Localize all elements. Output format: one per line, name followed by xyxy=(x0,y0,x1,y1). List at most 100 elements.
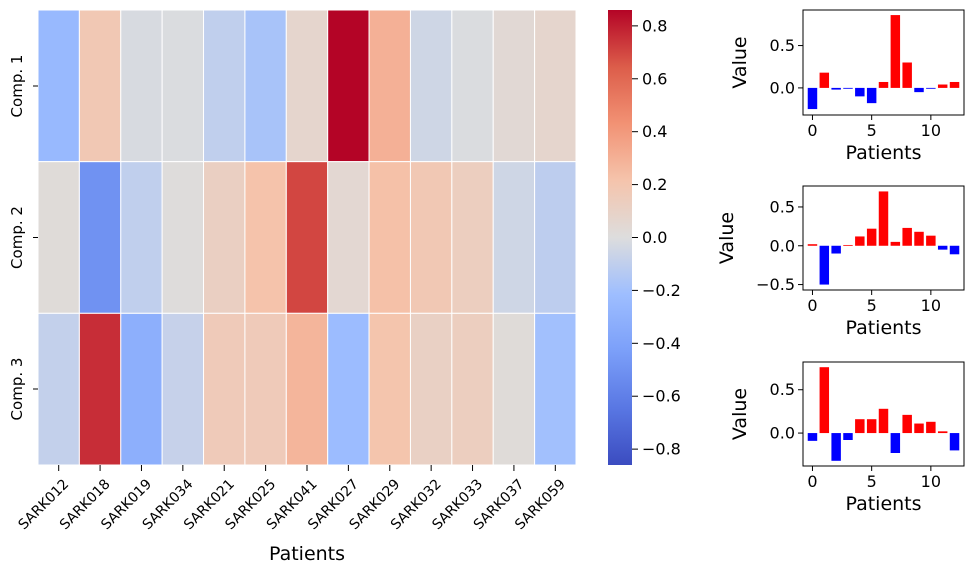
bar xyxy=(807,433,818,441)
colorbar-gradient xyxy=(608,10,632,465)
heatmap-cell xyxy=(161,9,205,163)
colorbar-tick-label: −0.2 xyxy=(642,281,681,300)
bar xyxy=(937,431,948,434)
heatmap-cell xyxy=(409,312,453,466)
bar xyxy=(902,227,912,246)
heatmap-cell xyxy=(78,9,122,163)
heatmap-cell xyxy=(78,312,122,466)
heatmap-cell xyxy=(203,161,246,314)
heatmap-cell xyxy=(285,9,329,163)
bar xyxy=(890,433,901,453)
bar xyxy=(866,419,877,434)
bar xyxy=(890,15,901,88)
heatmap-cell xyxy=(409,161,453,314)
heatmap-cell xyxy=(327,9,370,163)
bar xyxy=(843,244,853,246)
bar xyxy=(878,408,889,434)
x-tick-label: 10 xyxy=(921,121,941,140)
row-label-1: Comp. 1 xyxy=(8,55,26,118)
bar xyxy=(855,236,865,246)
colorbar-tick-label: 0.0 xyxy=(642,228,667,247)
bar xyxy=(855,87,865,97)
bar xyxy=(914,231,924,246)
heatmap-cell xyxy=(327,161,370,314)
y-axis-label: Value xyxy=(716,212,738,264)
y-tick-label: −0.5 xyxy=(756,275,795,294)
colorbar-tick-label: −0.4 xyxy=(642,334,681,353)
bar xyxy=(949,433,960,451)
heatmap-column-labels: SARK012SARK018SARK019SARK034SARK021SARK0… xyxy=(15,465,569,533)
heatmap-cell xyxy=(203,312,246,466)
colorbar-tick-label: 0.4 xyxy=(642,122,667,141)
heatmap-row-labels: Comp. 1 Comp. 2 Comp. 3 xyxy=(8,55,38,421)
axes-frame xyxy=(802,361,965,467)
heatmap-cell xyxy=(368,161,411,314)
colorbar-ticks: 0.8 0.6 0.4 0.2 0.0 −0.2 −0.4 −0.6 −0.8 xyxy=(632,16,681,459)
heatmap-cell xyxy=(327,312,370,466)
bar xyxy=(949,81,960,88)
x-tick-label: 0 xyxy=(807,121,817,140)
bar xyxy=(914,87,924,93)
y-tick-label: 0.0 xyxy=(770,236,795,255)
heatmap-cell xyxy=(451,161,494,314)
heatmap-cell xyxy=(37,9,80,163)
bar xyxy=(926,235,936,246)
colorbar-tick-label: −0.6 xyxy=(642,387,681,406)
y-tick-label: 0.5 xyxy=(770,36,795,55)
heatmap-cell xyxy=(120,9,163,163)
heatmap-cell xyxy=(37,161,80,314)
heatmap-cell xyxy=(534,312,577,466)
x-tick-label: 0 xyxy=(807,296,817,315)
y-tick-label: 0.5 xyxy=(770,197,795,216)
bar xyxy=(807,244,818,246)
bar xyxy=(831,87,841,90)
row-label-3: Comp. 3 xyxy=(8,358,26,421)
heatmap-cell xyxy=(451,9,494,163)
x-axis-label: Patients xyxy=(845,142,921,164)
y-tick-label: 0.0 xyxy=(770,424,795,443)
y-tick-label: 0.5 xyxy=(770,380,795,399)
colorbar-tick-label: 0.8 xyxy=(642,16,667,35)
y-axis-label: Value xyxy=(729,388,751,440)
bar xyxy=(831,245,841,254)
heatmap: Comp. 1 Comp. 2 Comp. 3 SARK012SARK018SA… xyxy=(8,9,577,565)
heatmap-cell xyxy=(409,9,453,163)
heatmap-cell xyxy=(285,312,329,466)
heatmap-cell xyxy=(244,9,287,163)
heatmap-cell xyxy=(161,312,205,466)
bar xyxy=(843,433,853,440)
bar xyxy=(866,228,877,246)
y-tick-label: 0.0 xyxy=(770,78,795,97)
axes-frame xyxy=(802,185,965,291)
heatmap-xlabel: Patients xyxy=(269,543,345,565)
bar xyxy=(890,241,901,246)
colorbar-tick-label: 0.2 xyxy=(642,175,667,194)
heatmap-cell xyxy=(451,312,494,466)
heatmap-cell xyxy=(368,312,411,466)
x-axis-label: Patients xyxy=(845,493,921,515)
heatmap-cell xyxy=(203,9,246,163)
heatmap-cell xyxy=(244,312,287,466)
bar xyxy=(926,87,936,89)
colorbar-tick-label: −0.8 xyxy=(642,440,681,459)
heatmap-cell xyxy=(534,161,577,314)
heatmap-cell xyxy=(37,312,80,466)
bar xyxy=(902,414,912,434)
bar xyxy=(914,423,924,434)
bar xyxy=(819,245,830,285)
colorbar-tick-label: 0.6 xyxy=(642,69,667,88)
heatmap-cell xyxy=(78,161,122,314)
bar xyxy=(819,72,830,88)
heatmap-cell xyxy=(492,312,536,466)
row-label-2: Comp. 2 xyxy=(8,206,26,269)
bar xyxy=(926,421,936,434)
x-tick-label: 0 xyxy=(807,472,817,491)
bar xyxy=(831,433,841,461)
heatmap-cell xyxy=(368,9,411,163)
x-tick-label: 10 xyxy=(921,296,941,315)
heatmap-cell xyxy=(120,161,163,314)
